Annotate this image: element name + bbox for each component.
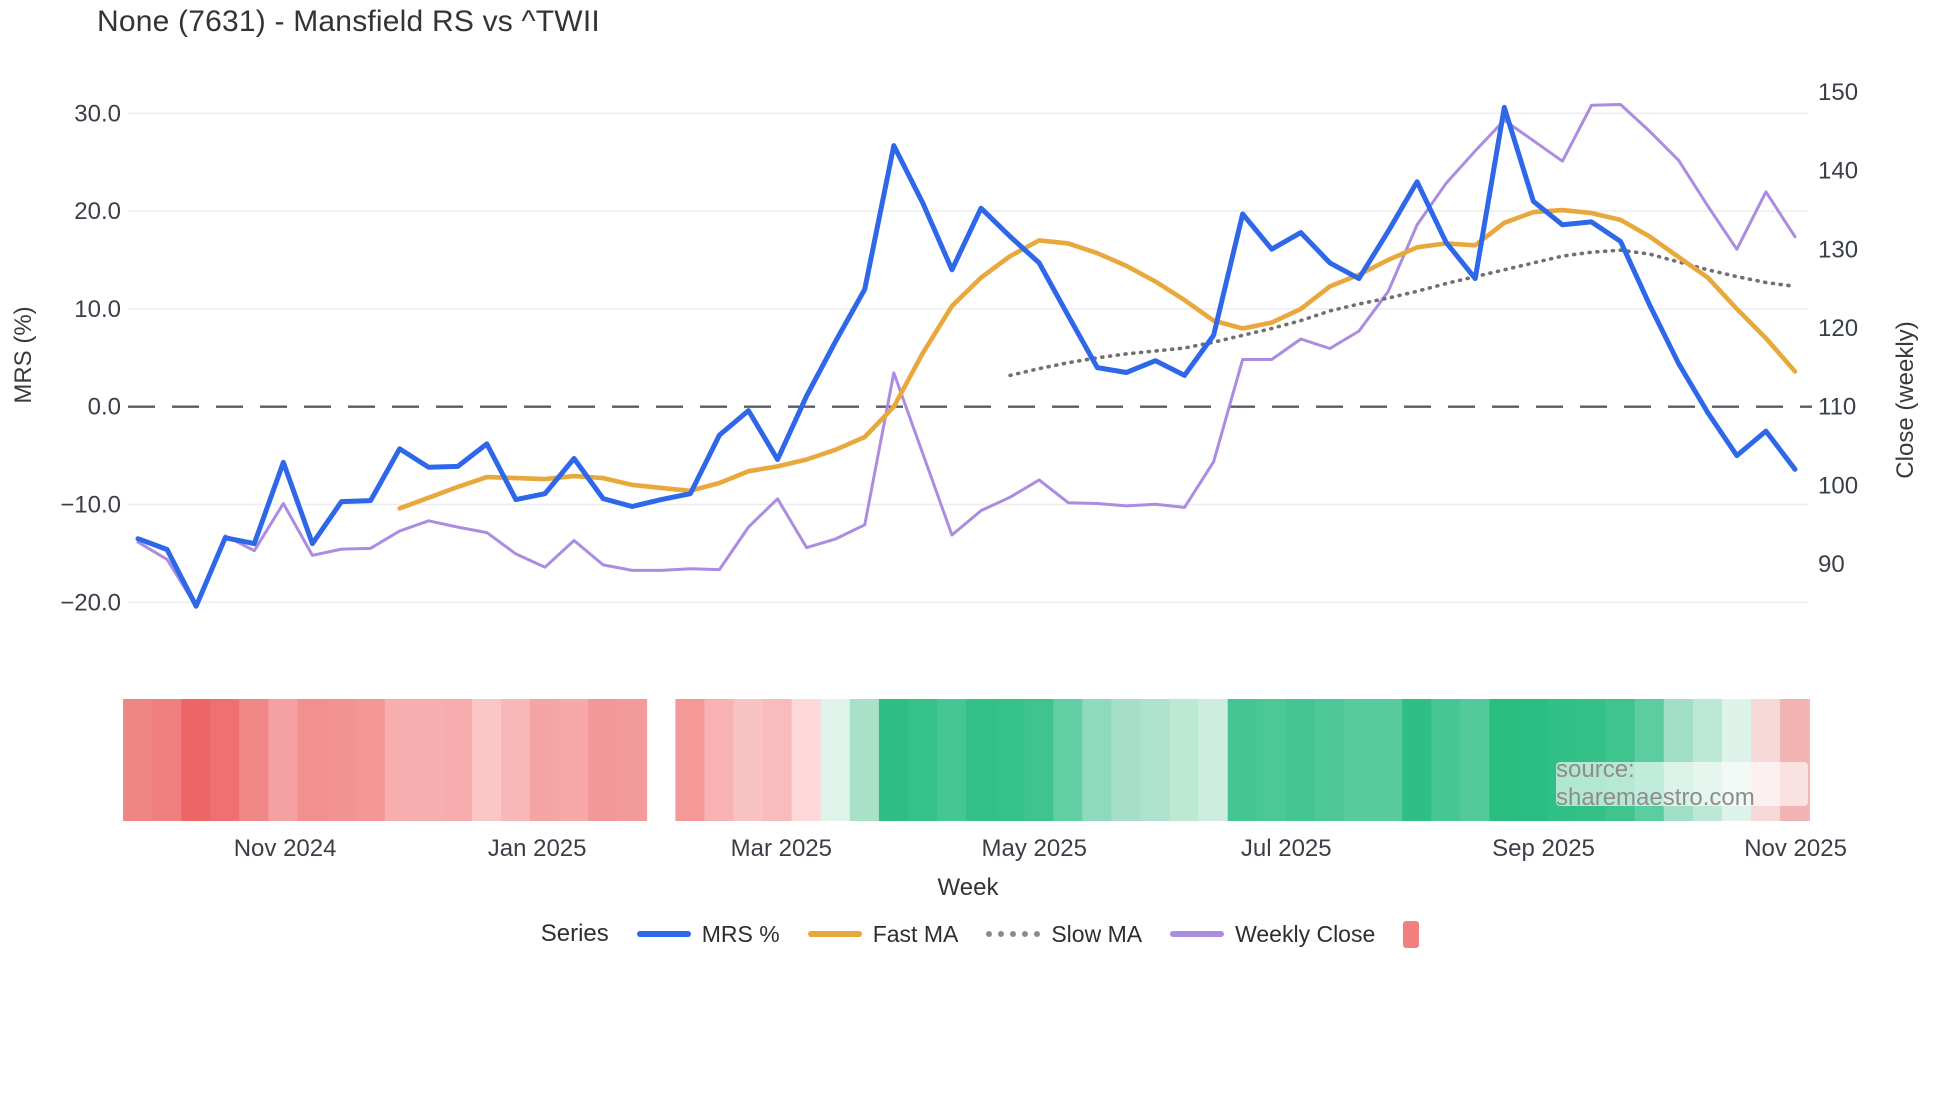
y-left-tick-label: −20.0	[60, 589, 121, 616]
heatmap-cell	[966, 699, 996, 821]
heatmap-cell	[239, 699, 270, 821]
heatmap-cell	[1227, 699, 1258, 821]
heatmap-cell	[1431, 699, 1462, 821]
legend-item-slow-ma: Slow MA	[986, 921, 1142, 948]
heatmap-cell	[1082, 699, 1113, 821]
heatmap-cell	[1460, 699, 1491, 821]
y-right-tick-label: 110	[1818, 394, 1856, 421]
series-line-fast-ma	[397, 207, 1798, 511]
heatmap-cell	[530, 699, 560, 821]
legend-item-mrs: MRS %	[636, 920, 780, 948]
heatmap-cell	[210, 699, 241, 821]
x-tick-label: Mar 2025	[731, 835, 832, 862]
heatmap-cell	[1256, 699, 1287, 821]
heatmap-cell	[355, 699, 386, 821]
y-left-tick-label: −10.0	[60, 492, 121, 519]
heatmap-cell	[1198, 699, 1229, 821]
heatmap-cell	[1518, 699, 1549, 821]
heatmap-cell	[995, 699, 1026, 821]
legend-item-label: MRS %	[701, 920, 780, 947]
x-tick-label: Nov 2025	[1744, 835, 1847, 862]
heatmap-cell	[559, 699, 589, 821]
heatmap-cell	[762, 699, 793, 821]
heatmap-cell	[878, 699, 909, 821]
heatmap-cell	[413, 699, 444, 821]
y-axis-title-right: Close (weekly)	[1892, 321, 1919, 479]
heatmap-cell	[1285, 699, 1316, 821]
heatmap-cell	[937, 699, 967, 821]
legend-title: Series	[540, 920, 609, 947]
legend: Series MRS % Fast MA Slow MA Weekly Clos…	[0, 920, 1960, 948]
heatmap-cell	[1140, 699, 1171, 821]
y-right-tick-label: 150	[1818, 79, 1858, 106]
heatmap-cell	[733, 699, 764, 821]
fast-ma-line-swatch-icon	[807, 931, 862, 937]
heatmap-cell	[675, 699, 706, 821]
series-line-weekly-close	[136, 103, 1797, 609]
y-left-tick-label: 0.0	[88, 394, 121, 421]
heatmap-cell	[1314, 699, 1345, 821]
heatmap-cell	[326, 699, 357, 821]
slow-ma-dotted-swatch-icon	[986, 931, 1041, 937]
heatmap-cell	[152, 699, 183, 821]
heatmap-cell	[1053, 699, 1084, 821]
weekly-close-line-swatch-icon	[1170, 931, 1225, 937]
heatmap-cell	[1489, 699, 1520, 821]
mrs-line-swatch-icon	[636, 931, 691, 937]
x-tick-label: Jul 2025	[1241, 835, 1332, 862]
heatmap-cell	[123, 699, 153, 821]
heatmap-cell	[849, 699, 880, 821]
heatmap-cell	[617, 699, 648, 821]
y-left-tick-label: 20.0	[74, 198, 121, 225]
y-left-tick-label: 10.0	[74, 296, 121, 323]
heatmap-square-swatch-icon	[1403, 920, 1420, 948]
y-axis-title-left: MRS (%)	[10, 306, 37, 404]
y-left-tick-label: 30.0	[74, 100, 121, 127]
heatmap-cell	[820, 699, 851, 821]
heatmap-cell	[588, 699, 619, 821]
x-axis-title: Week	[937, 874, 999, 901]
heatmap-cell	[297, 699, 328, 821]
heatmap-cell	[1169, 699, 1200, 821]
heatmap-cell	[1024, 699, 1055, 821]
heatmap-cell	[1344, 699, 1374, 821]
legend-item-label: Slow MA	[1051, 920, 1143, 947]
legend-item-fast-ma: Fast MA	[807, 920, 959, 948]
heatmap-cell	[181, 699, 212, 821]
y-right-tick-label: 140	[1818, 158, 1858, 185]
heatmap-cell	[1373, 699, 1403, 821]
y-right-tick-label: 90	[1818, 551, 1845, 578]
legend-item-heatmap	[1403, 920, 1420, 948]
legend-item-label: Weekly Close	[1235, 920, 1376, 947]
legend-item-label: Fast MA	[872, 920, 959, 947]
page-title: None (7631) - Mansfield RS vs ^TWII	[97, 5, 600, 38]
y-right-tick-label: 120	[1818, 315, 1858, 342]
heatmap-cell	[268, 699, 299, 821]
legend-item-weekly-close: Weekly Close	[1170, 921, 1375, 948]
heatmap-cell	[1111, 699, 1142, 821]
series-line-slow-ma	[1008, 248, 1797, 378]
heatmap-cell	[791, 699, 822, 821]
x-tick-label: Sep 2025	[1492, 835, 1595, 862]
heatmap-cell	[442, 699, 473, 821]
series-line-mrs-	[135, 104, 1798, 609]
x-tick-label: May 2025	[982, 835, 1087, 862]
heatmap-cell	[907, 699, 938, 821]
x-tick-label: Jan 2025	[488, 835, 587, 862]
source-text: source: sharemaestro.com	[1556, 756, 1755, 811]
heatmap-cell	[471, 699, 502, 821]
heatmap-cell	[704, 699, 735, 821]
heatmap-cell	[384, 699, 415, 821]
heatmap-cell	[500, 699, 531, 821]
x-tick-label: Nov 2024	[234, 835, 337, 862]
source-watermark: source: sharemaestro.com	[1556, 756, 1808, 811]
y-right-tick-label: 130	[1818, 236, 1858, 263]
heatmap-cell	[1402, 699, 1433, 821]
y-right-tick-label: 100	[1818, 472, 1858, 499]
